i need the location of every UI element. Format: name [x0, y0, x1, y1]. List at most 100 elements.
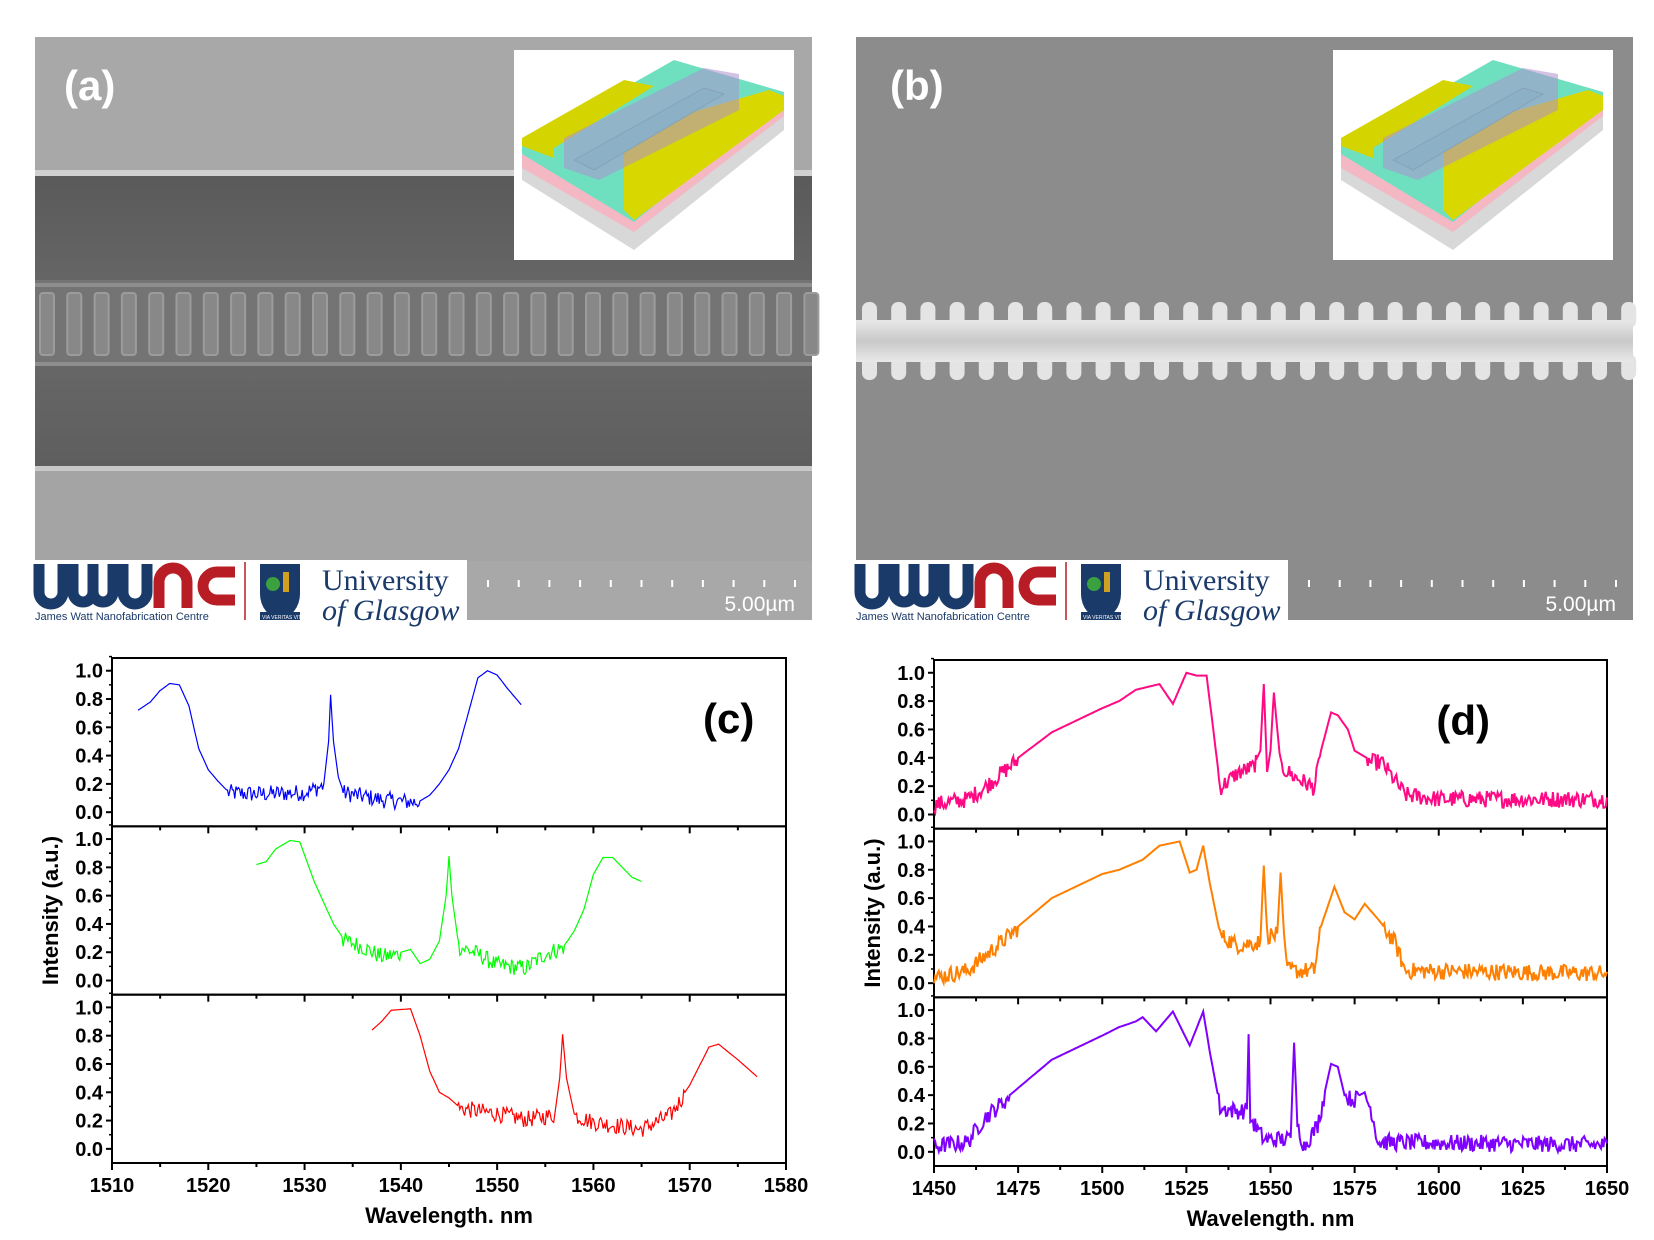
- grating-bar: [475, 292, 492, 356]
- grating-bar: [284, 292, 301, 356]
- scale-bar-tick: [1430, 580, 1433, 587]
- grating-bar: [639, 292, 656, 356]
- y-axis-label: Intensity (a.u.): [38, 836, 63, 985]
- grating-bar: [666, 292, 683, 356]
- y-tick-label: 1.0: [897, 663, 925, 685]
- scale-bar-tick: [732, 580, 735, 587]
- y-tick-label: 0.4: [897, 1085, 926, 1107]
- scale-bar-tick: [1461, 580, 1464, 587]
- subplot-3: 0.0 0.2 0.4 0.6 0.8 1.0: [897, 995, 1608, 1173]
- scale-bar-tick: [1400, 580, 1403, 587]
- grating-bar: [230, 292, 247, 356]
- x-tick-label: 1525: [1164, 1178, 1209, 1200]
- uog-logo-motto: VIA VERITAS VITA: [262, 615, 305, 621]
- logo-strip-b: James Watt Nanofabrication Centre Univer…: [856, 560, 1288, 627]
- y-tick-label: 0.0: [897, 1142, 925, 1164]
- scale-bar-tick: [487, 580, 489, 587]
- x-tick-label: 1650: [1585, 1178, 1630, 1200]
- scale-bar-tick: [763, 580, 766, 587]
- spectrum-line-3: [371, 1008, 758, 1138]
- y-tick-label: 0.8: [897, 1028, 925, 1050]
- y-tick-label: 0.8: [75, 689, 103, 711]
- x-tick-label: 1550: [1248, 1178, 1293, 1200]
- grating-bar: [175, 292, 192, 356]
- y-tick-label: 0.0: [897, 973, 925, 995]
- spectrum-line-1: [933, 671, 1608, 817]
- grating-bar: [148, 292, 165, 356]
- x-axis-label: Wavelength. nm: [365, 1203, 533, 1228]
- y-tick-label: 0.2: [75, 1111, 103, 1133]
- y-tick-label: 0.0: [75, 802, 103, 824]
- panel-label-d: (d): [1436, 697, 1490, 744]
- uog-logo-line1: University: [322, 564, 449, 597]
- device-schematic-inset-a: [514, 50, 794, 260]
- y-tick-label: 0.6: [897, 719, 925, 741]
- uog-logo-line1: University: [1143, 564, 1270, 597]
- spectrum-line-1: [137, 669, 522, 812]
- scale-bar-tick: [701, 580, 704, 587]
- scale-bar-tick: [1338, 580, 1341, 587]
- y-tick-label: 0.2: [897, 1113, 925, 1135]
- grating-bar: [612, 292, 629, 356]
- scale-bar-tick: [548, 580, 551, 587]
- y-tick-label: 0.2: [75, 774, 103, 796]
- grating-bar: [503, 292, 520, 356]
- y-tick-label: 0.8: [897, 860, 925, 882]
- x-tick-label: 1530: [282, 1175, 327, 1197]
- grating-bar: [694, 292, 711, 356]
- y-tick-label: 0.4: [897, 748, 926, 770]
- y-tick-label: 0.0: [897, 804, 925, 826]
- spectrum-line-2: [933, 840, 1608, 988]
- scale-bar-tick: [640, 580, 643, 587]
- x-tick-label: 1570: [667, 1175, 712, 1197]
- subplot-frame: [111, 993, 787, 1165]
- grating-bar: [421, 292, 438, 356]
- x-tick-label: 1600: [1417, 1178, 1462, 1200]
- grating-bar: [530, 292, 547, 356]
- grating-bar: [312, 292, 328, 356]
- x-tick-label: 1540: [379, 1175, 424, 1197]
- x-tick-label: 1450: [912, 1178, 957, 1200]
- y-tick-label: 1.0: [75, 997, 103, 1019]
- y-tick-label: 0.6: [75, 886, 103, 908]
- grating-bar: [120, 292, 137, 356]
- chart-c: 0.00.20.40.60.81.00.00.20.40.60.81.00.00…: [38, 655, 809, 1228]
- grating-bar: [721, 292, 738, 356]
- subplot-2: 0.0 0.2 0.4 0.6 0.8 1.0: [75, 824, 787, 1002]
- y-tick-label: 0.2: [75, 942, 103, 964]
- scale-bar-tick: [671, 580, 674, 587]
- grating-bar: [748, 292, 765, 356]
- x-tick-label: 1500: [1080, 1178, 1125, 1200]
- y-tick-label: 0.6: [75, 1054, 103, 1076]
- subplot-1: 0.0 0.2 0.4 0.6 0.8 1.0: [897, 657, 1608, 836]
- y-tick-label: 0.2: [897, 776, 925, 798]
- grating-bar: [39, 292, 55, 356]
- y-tick-label: 0.4: [75, 914, 104, 936]
- x-tick-label: 1560: [571, 1175, 616, 1197]
- scale-bar-tick: [1492, 580, 1495, 587]
- x-tick-label: 1625: [1501, 1178, 1546, 1200]
- subplot-frame: [111, 825, 787, 996]
- subplot-frame: [111, 657, 787, 828]
- scale-bar-tick: [1308, 580, 1310, 587]
- logo-strip-a: James Watt Nanofabrication Centre Univer…: [35, 560, 467, 627]
- scale-bar-label-a: 5.00µm: [725, 593, 795, 616]
- panel-label-b: (b): [890, 62, 944, 109]
- grating-bar: [393, 292, 410, 356]
- x-tick-label: 1580: [764, 1175, 809, 1197]
- x-tick-label: 1575: [1332, 1178, 1377, 1200]
- y-tick-label: 0.6: [897, 1057, 925, 1079]
- y-tick-label: 0.2: [897, 945, 925, 967]
- y-tick-label: 0.4: [897, 916, 926, 938]
- panel-label-a: (a): [64, 62, 115, 109]
- grating-bar: [585, 292, 601, 356]
- grating-bar: [257, 292, 274, 356]
- grating-bar: [202, 292, 219, 356]
- y-tick-label: 0.0: [75, 971, 103, 993]
- scale-bar-tick: [579, 580, 582, 587]
- x-tick-label: 1475: [996, 1178, 1041, 1200]
- chart-d: 0.00.20.40.60.81.00.00.20.40.60.81.00.00…: [860, 657, 1630, 1231]
- scale-bar-tick: [517, 580, 520, 587]
- grating-bar: [66, 292, 83, 356]
